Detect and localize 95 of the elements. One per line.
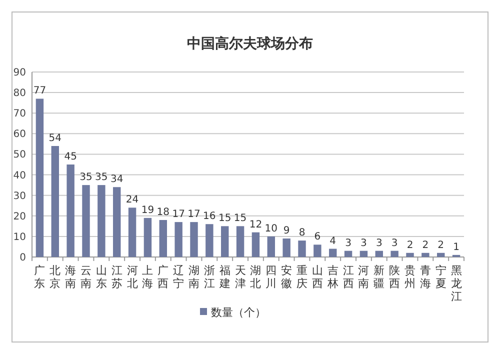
data-label: 3 <box>345 238 352 249</box>
data-label: 8 <box>298 228 306 239</box>
bar <box>282 238 290 257</box>
x-tick-label: 宁夏 <box>435 264 446 290</box>
data-label: 3 <box>376 238 382 249</box>
bar <box>437 252 445 257</box>
y-tick-label: 30 <box>13 190 26 202</box>
y-tick-label: 20 <box>13 211 26 222</box>
bar <box>159 220 167 257</box>
y-tick-label: 80 <box>13 88 26 100</box>
x-tick-label: 天津 <box>234 264 246 290</box>
bar <box>190 222 198 257</box>
data-label: 9 <box>283 226 290 236</box>
y-tick-label: 60 <box>13 129 26 140</box>
data-label: 15 <box>234 213 247 224</box>
data-label: 2 <box>422 240 429 251</box>
y-tick-label: 0 <box>20 252 26 264</box>
data-label: 17 <box>172 209 185 220</box>
bar <box>375 250 383 257</box>
data-label: 54 <box>48 133 62 144</box>
x-tick-label: 浙江 <box>204 264 215 290</box>
x-tick-label: 辽宁 <box>173 264 184 290</box>
x-tick-label: 江苏 <box>111 264 122 290</box>
bar <box>360 250 368 257</box>
bar <box>36 98 44 257</box>
x-tick-label: 陕西 <box>389 264 400 290</box>
bar <box>144 218 152 257</box>
legend-label: 数量（个） <box>211 306 266 319</box>
data-label: 24 <box>126 194 139 206</box>
bar <box>174 222 182 257</box>
bar <box>406 252 414 257</box>
bar <box>344 250 352 257</box>
x-tick-label: 上海 <box>142 264 154 290</box>
x-tick-label: 吉林 <box>326 264 338 290</box>
x-tick-label: 湖南 <box>188 264 200 290</box>
x-tick-label: 山西 <box>312 264 323 290</box>
data-label: 35 <box>80 172 92 184</box>
y-tick-label: 90 <box>13 68 26 78</box>
x-tick-label: 贵州 <box>404 264 416 290</box>
bar <box>267 236 275 257</box>
data-label: 2 <box>406 240 414 251</box>
x-tick-label: 重庆 <box>296 264 308 290</box>
x-tick-label: 黑龙江 <box>450 264 462 303</box>
x-tick-label: 海南 <box>65 264 76 290</box>
bar <box>98 185 106 257</box>
bar <box>329 248 337 257</box>
data-label: 15 <box>218 213 232 224</box>
data-label: 16 <box>203 211 216 222</box>
data-label: 35 <box>95 172 108 184</box>
data-label: 6 <box>314 232 321 243</box>
x-tick-label: 湖北 <box>250 264 262 290</box>
x-tick-label: 广东 <box>34 264 46 290</box>
data-label: 10 <box>264 223 278 234</box>
x-tick-label: 安徽 <box>281 264 292 290</box>
y-tick-label: 40 <box>13 170 26 182</box>
data-label: 19 <box>141 204 154 216</box>
bar <box>314 244 322 257</box>
y-tick-label: 10 <box>13 232 26 243</box>
bar <box>298 240 306 257</box>
bar <box>236 226 244 257</box>
data-label: 2 <box>438 240 444 251</box>
data-label: 17 <box>188 209 200 220</box>
data-label: 3 <box>360 238 367 249</box>
y-tick-label: 50 <box>13 150 26 161</box>
x-tick-label: 河北 <box>126 264 138 290</box>
x-tick-label: 四川 <box>266 264 277 290</box>
y-tick-label: 70 <box>13 108 26 120</box>
x-tick-label: 河南 <box>358 264 370 290</box>
bar <box>113 187 121 257</box>
x-tick-label: 新疆 <box>374 264 385 290</box>
bar <box>66 164 74 257</box>
x-tick-label: 北京 <box>50 264 61 290</box>
x-tick-label: 云南 <box>80 264 92 290</box>
data-label: 34 <box>110 174 124 186</box>
bar <box>390 250 398 257</box>
data-label: 12 <box>249 219 262 230</box>
x-tick-label: 福建 <box>218 264 230 290</box>
bar <box>252 232 260 257</box>
chart-title: 中国高尔夫球场分布 <box>187 35 313 52</box>
x-tick-label: 江西 <box>342 264 354 290</box>
data-label: 45 <box>64 152 77 162</box>
x-tick-label: 广西 <box>158 264 169 290</box>
bar <box>128 208 136 257</box>
data-label: 18 <box>156 207 170 218</box>
data-label: 4 <box>330 236 336 247</box>
bar <box>51 146 59 257</box>
data-label: 77 <box>33 86 46 97</box>
bar <box>221 226 229 257</box>
bar <box>206 224 214 257</box>
bar <box>82 185 90 257</box>
bar <box>422 252 430 257</box>
data-label: 3 <box>391 238 398 249</box>
x-tick-label: 山东 <box>96 264 107 290</box>
x-tick-label: 青海 <box>420 264 431 290</box>
data-label: 1 <box>453 242 460 253</box>
